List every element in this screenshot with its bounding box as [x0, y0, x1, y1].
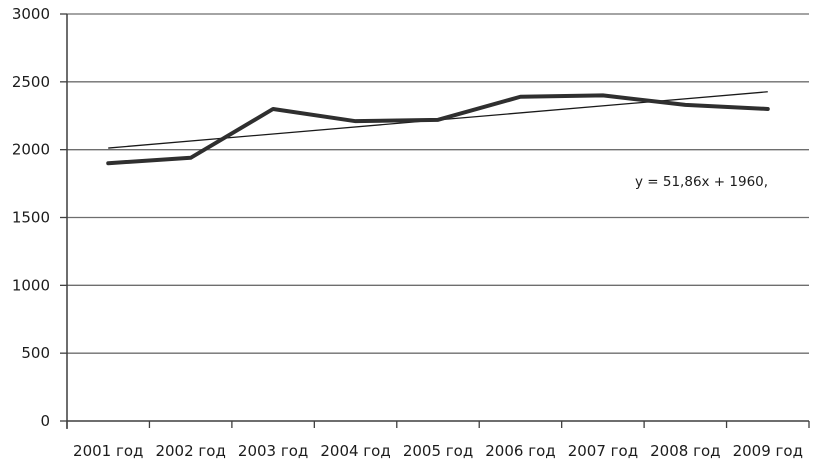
x-tick-label: 2008 год — [650, 442, 720, 460]
x-tick-label: 2002 год — [155, 442, 225, 460]
data-series-line — [106, 93, 770, 166]
x-tick-label: 2006 год — [485, 442, 555, 460]
axes — [66, 14, 809, 429]
y-tick-label: 0 — [40, 412, 50, 430]
y-tick-label: 1000 — [12, 276, 50, 294]
x-axis-labels: 2001 год 2002 год 2003 год 2004 год 2005 год… — [73, 442, 803, 460]
y-tick-label: 2000 — [12, 141, 50, 159]
x-tick-label: 2001 год — [73, 442, 143, 460]
y-axis-ticks — [60, 13, 67, 422]
x-tick-label: 2003 год — [238, 442, 308, 460]
x-tick-label: 2005 год — [403, 442, 473, 460]
trendline-equation-label: y = 51,86x + 1960, — [635, 174, 768, 190]
y-tick-label: 3000 — [12, 5, 50, 23]
x-axis-ticks — [66, 421, 810, 428]
y-tick-label: 500 — [21, 344, 50, 362]
y-axis-labels: 0 500 1000 1500 2000 2500 3000 — [12, 5, 50, 430]
gridlines — [67, 13, 809, 354]
x-tick-label: 2009 год — [733, 442, 803, 460]
x-tick-label: 2004 год — [320, 442, 390, 460]
y-tick-label: 1500 — [12, 209, 50, 227]
x-tick-label: 2007 год — [568, 442, 638, 460]
y-tick-label: 2500 — [12, 73, 50, 91]
